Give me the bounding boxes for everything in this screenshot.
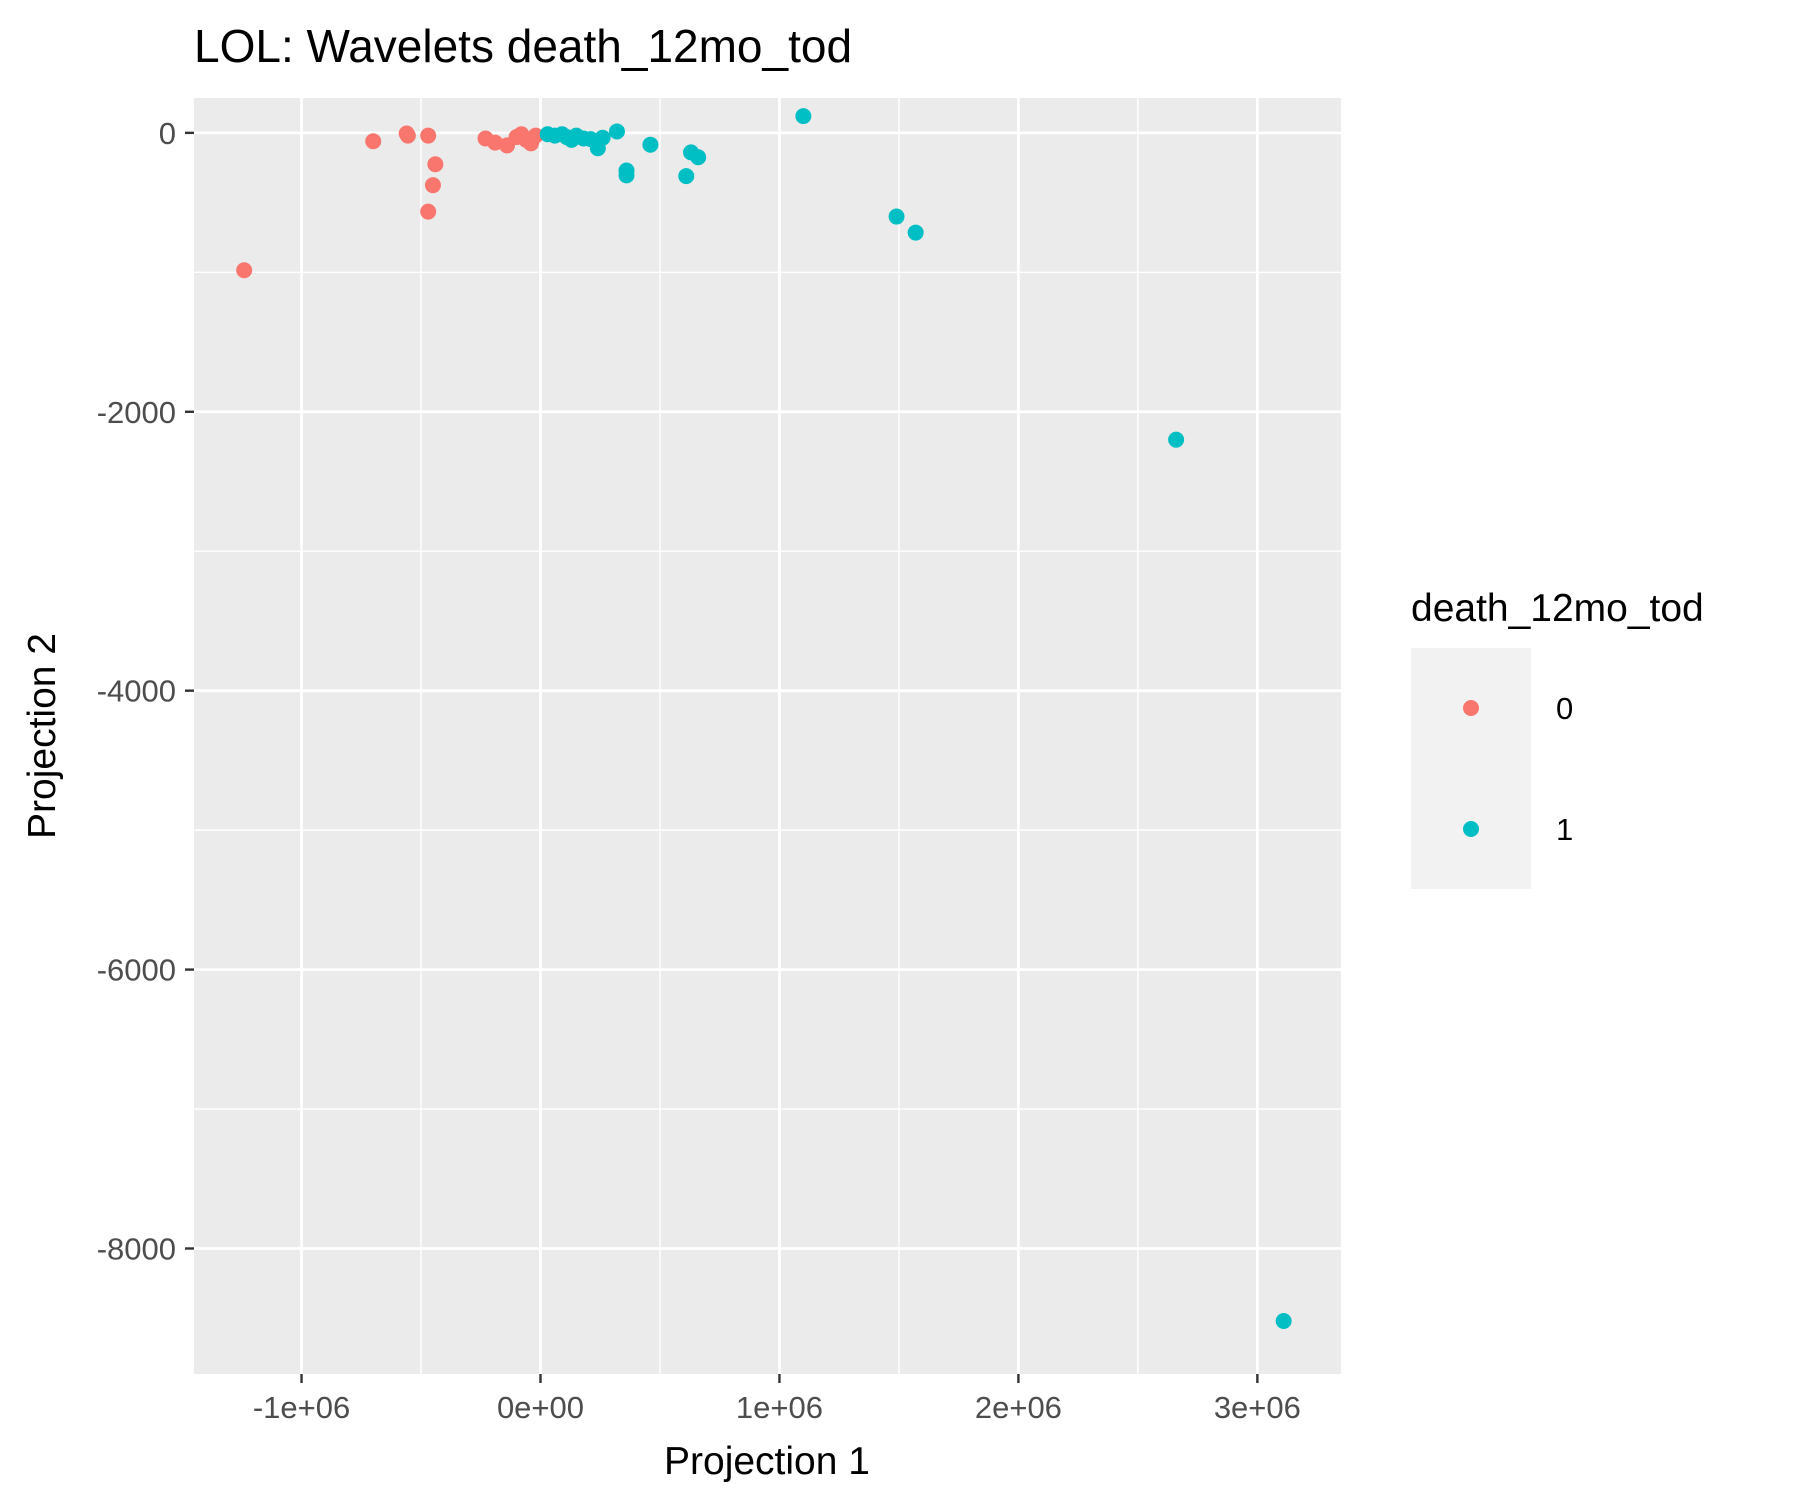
y-tick-label: -2000 bbox=[97, 395, 176, 430]
chart-title: LOL: Wavelets death_12mo_tod bbox=[194, 20, 852, 72]
series-0-point bbox=[420, 127, 437, 144]
y-axis: 0 -2000 -4000 -6000 -8000 bbox=[97, 116, 194, 1266]
series-1-point bbox=[594, 129, 611, 146]
legend-key-1 bbox=[1463, 821, 1479, 837]
series-0-point bbox=[399, 127, 416, 144]
series-1-point bbox=[888, 208, 905, 225]
series-0-point bbox=[427, 156, 444, 173]
legend-items: 01 bbox=[1411, 648, 1573, 889]
series-1-point bbox=[618, 167, 635, 184]
y-tick-label: 0 bbox=[159, 116, 176, 151]
legend-title: death_12mo_tod bbox=[1411, 587, 1704, 630]
series-0-point bbox=[424, 177, 441, 194]
x-tick-label: 2e+06 bbox=[975, 1390, 1062, 1425]
series-1-point bbox=[795, 108, 812, 125]
series-0-point bbox=[236, 262, 253, 279]
legend: death_12mo_tod 01 bbox=[1411, 587, 1704, 889]
x-tick-label: 0e+00 bbox=[497, 1390, 584, 1425]
series-0-point bbox=[487, 134, 504, 151]
x-tick-label: 1e+06 bbox=[736, 1390, 823, 1425]
y-axis-title: Projection 2 bbox=[21, 633, 64, 839]
legend-label-0: 0 bbox=[1556, 691, 1573, 726]
series-1-point bbox=[642, 136, 659, 153]
y-tick-label: -4000 bbox=[97, 674, 176, 709]
data-points bbox=[236, 108, 1292, 1330]
legend-key-background bbox=[1411, 648, 1531, 889]
x-tick-label: -1e+06 bbox=[253, 1390, 350, 1425]
legend-label-1: 1 bbox=[1556, 812, 1573, 847]
x-tick-label: 3e+06 bbox=[1214, 1390, 1301, 1425]
series-1-point bbox=[907, 224, 924, 241]
x-axis: -1e+06 0e+00 1e+06 2e+06 3e+06 bbox=[253, 1374, 1301, 1425]
series-1-point bbox=[690, 149, 707, 166]
series-1-point bbox=[1168, 431, 1185, 448]
series-0-point bbox=[527, 127, 544, 144]
series-1-point bbox=[1275, 1313, 1292, 1330]
series-1-point bbox=[678, 168, 695, 185]
plot-panel bbox=[194, 98, 1341, 1374]
y-tick-label: -8000 bbox=[97, 1231, 176, 1266]
x-axis-title: Projection 1 bbox=[664, 1440, 870, 1483]
legend-key-0 bbox=[1463, 700, 1479, 716]
series-0-point bbox=[365, 133, 382, 150]
series-0-point bbox=[420, 203, 437, 220]
y-tick-label: -6000 bbox=[97, 953, 176, 988]
grid-lines bbox=[194, 98, 1341, 1374]
series-1-point bbox=[608, 123, 625, 140]
